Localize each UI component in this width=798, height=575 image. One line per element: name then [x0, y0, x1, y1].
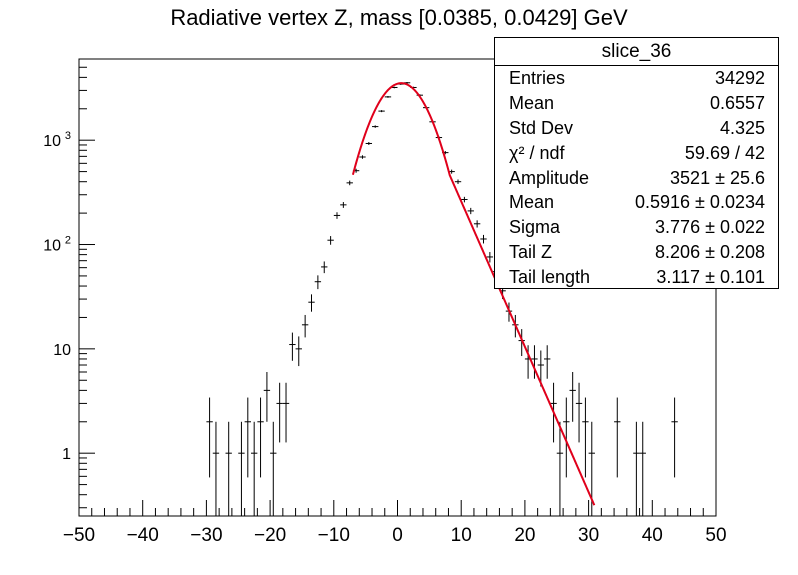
- y-tick-label: 10: [43, 238, 61, 255]
- data-point: [365, 142, 373, 145]
- data-point: [537, 350, 545, 387]
- x-tick-label: −40: [127, 525, 159, 546]
- data-point: [238, 421, 245, 516]
- x-tick-label: 50: [705, 525, 726, 546]
- data-point: [556, 421, 564, 516]
- data-point: [467, 207, 474, 215]
- data-point: [308, 294, 315, 312]
- x-tick-label: 10: [451, 525, 472, 546]
- stats-box: slice_36 Entries 34292 Mean 0.6557 Std Dev 4.…: [494, 37, 779, 289]
- stats-row: Mean 0.5916 ± 0.0234: [495, 190, 778, 215]
- data-point: [333, 212, 341, 219]
- stats-value: 0.6557: [709, 92, 765, 113]
- stats-label: Mean: [509, 92, 555, 113]
- x-tick-label: 0: [392, 525, 403, 546]
- stats-label: Entries: [509, 68, 566, 88]
- stats-row: Amplitude 3521 ± 25.6: [495, 166, 778, 191]
- data-point: [639, 421, 646, 516]
- data-point: [257, 397, 264, 478]
- x-tick-label: 30: [578, 525, 599, 546]
- data-point: [531, 345, 538, 379]
- stats-value: 34292: [714, 68, 765, 88]
- data-point: [340, 202, 347, 208]
- stats-row: χ² / ndf 59.69 / 42: [495, 141, 778, 166]
- x-tick-label: −50: [63, 525, 95, 546]
- x-tick-label: 20: [514, 525, 535, 546]
- stats-label: Amplitude: [509, 167, 590, 188]
- data-point: [569, 371, 576, 422]
- x-tick-label: 40: [642, 525, 663, 546]
- data-point: [582, 397, 589, 478]
- data-point: [314, 275, 322, 290]
- data-point: [282, 382, 290, 443]
- x-tick-label: −10: [318, 525, 350, 546]
- data-point: [614, 397, 621, 478]
- data-point: [563, 397, 570, 478]
- data-point: [212, 421, 220, 516]
- x-tick-label: −30: [190, 525, 222, 546]
- data-point: [301, 314, 309, 338]
- data-point: [346, 180, 353, 186]
- data-point: [372, 125, 379, 128]
- stats-label: Tail length: [509, 267, 591, 288]
- data-point: [327, 236, 334, 245]
- stats-value: 3521 ± 25.6: [670, 167, 765, 188]
- y-tick-exponent: 3: [65, 130, 71, 142]
- x-tick-label: −20: [254, 525, 286, 546]
- data-point: [359, 155, 366, 159]
- stats-value: 8.206 ± 0.208: [655, 242, 765, 263]
- stats-label: Sigma: [509, 217, 561, 238]
- stats-value: 0.5916 ± 0.0234: [635, 192, 765, 213]
- y-tick-label: 10: [53, 342, 71, 359]
- y-tick-label: 1: [62, 446, 71, 463]
- data-point: [486, 252, 494, 263]
- y-tick-label: 10: [43, 133, 61, 150]
- stats-value: 59.69 / 42: [684, 142, 765, 163]
- stats-row: Std Dev 4.325: [495, 116, 778, 141]
- fit-curve: [351, 82, 596, 506]
- stats-value: 4.325: [719, 117, 765, 138]
- y-tick-exponent: 2: [65, 235, 71, 247]
- data-point: [378, 110, 385, 113]
- stats-row: Mean 0.6557: [495, 91, 778, 116]
- stats-label: Tail Z: [509, 242, 553, 263]
- data-point: [461, 196, 468, 203]
- data-point: [454, 179, 462, 185]
- data-point: [276, 382, 283, 443]
- data-point: [544, 345, 551, 379]
- stats-label: χ² / ndf: [509, 142, 565, 163]
- data-point: [270, 421, 277, 516]
- stats-row: Tail Z 8.206 ± 0.208: [495, 240, 778, 265]
- data-point: [384, 96, 392, 98]
- chart-title: Radiative vertex Z, mass [0.0385, 0.0429…: [170, 5, 628, 30]
- data-point: [480, 234, 487, 244]
- stats-rows: Entries 34292 Mean 0.6557 Std Dev 4.325 χ² / n…: [495, 66, 778, 290]
- data-point: [250, 421, 258, 516]
- data-point: [588, 421, 595, 516]
- data-point: [295, 336, 302, 367]
- data-point: [289, 332, 296, 361]
- data-point: [225, 421, 232, 516]
- data-point: [575, 382, 583, 443]
- stats-label: Mean: [509, 192, 555, 213]
- data-point: [244, 397, 251, 478]
- data-point: [263, 371, 271, 422]
- data-point: [633, 421, 640, 516]
- stats-title: slice_36: [495, 38, 778, 66]
- data-point: [206, 397, 213, 478]
- data-point: [671, 397, 678, 478]
- data-point: [321, 261, 328, 274]
- stats-row: Entries 34292: [495, 66, 778, 91]
- stats-row: Sigma 3.776 ± 0.022: [495, 215, 778, 240]
- stats-value: 3.117 ± 0.101: [656, 267, 765, 288]
- stats-label: Std Dev: [509, 117, 574, 138]
- stats-value: 3.776 ± 0.022: [655, 217, 765, 238]
- stats-row: Tail length 3.117 ± 0.101: [495, 265, 778, 290]
- data-point: [473, 220, 481, 228]
